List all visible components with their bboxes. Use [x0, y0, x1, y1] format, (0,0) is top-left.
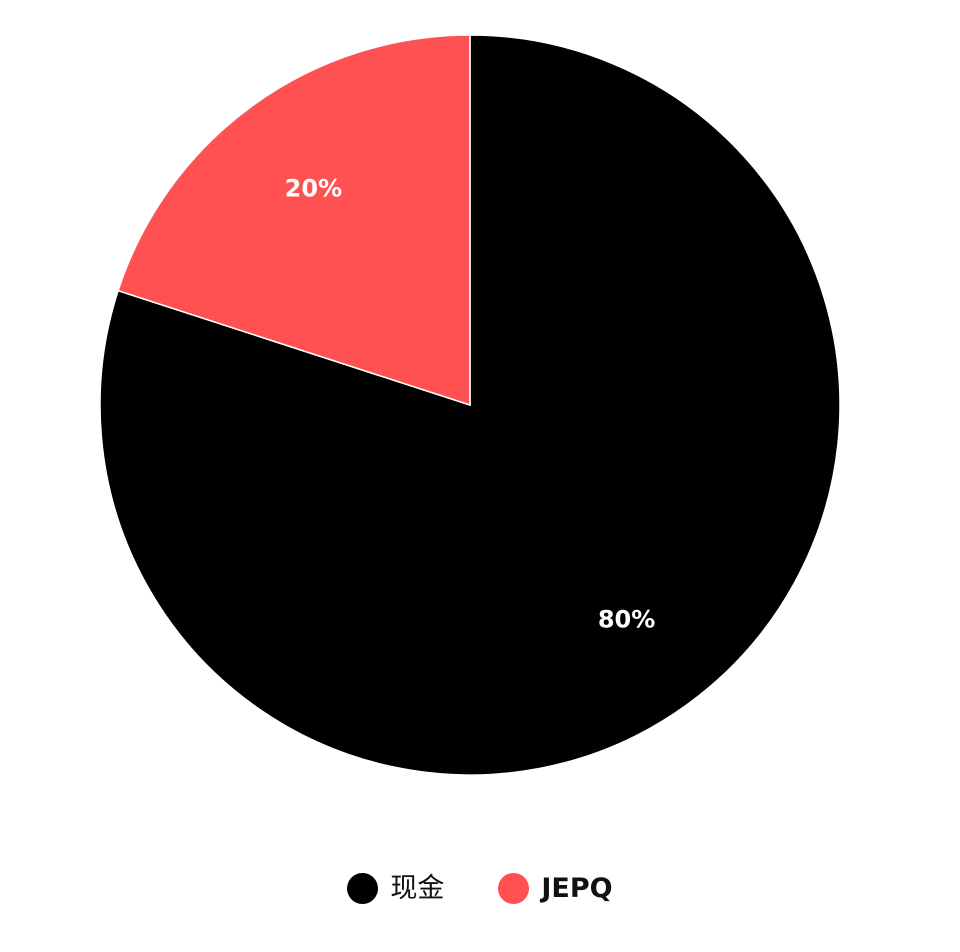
legend-item-cash[interactable]: 现金 [347, 873, 444, 904]
pie-chart-svg: 80% 20% [0, 0, 960, 820]
legend-label-jepq: JEPQ [541, 875, 612, 902]
pie-slices [100, 35, 840, 775]
legend-swatch-cash [347, 873, 378, 904]
legend: 现金 JEPQ [0, 862, 960, 914]
data-label-cash: 80% [598, 606, 655, 634]
data-label-jepq: 20% [285, 174, 342, 202]
legend-item-jepq[interactable]: JEPQ [498, 873, 612, 904]
legend-label-cash: 现金 [390, 875, 444, 902]
legend-swatch-jepq [498, 873, 529, 904]
